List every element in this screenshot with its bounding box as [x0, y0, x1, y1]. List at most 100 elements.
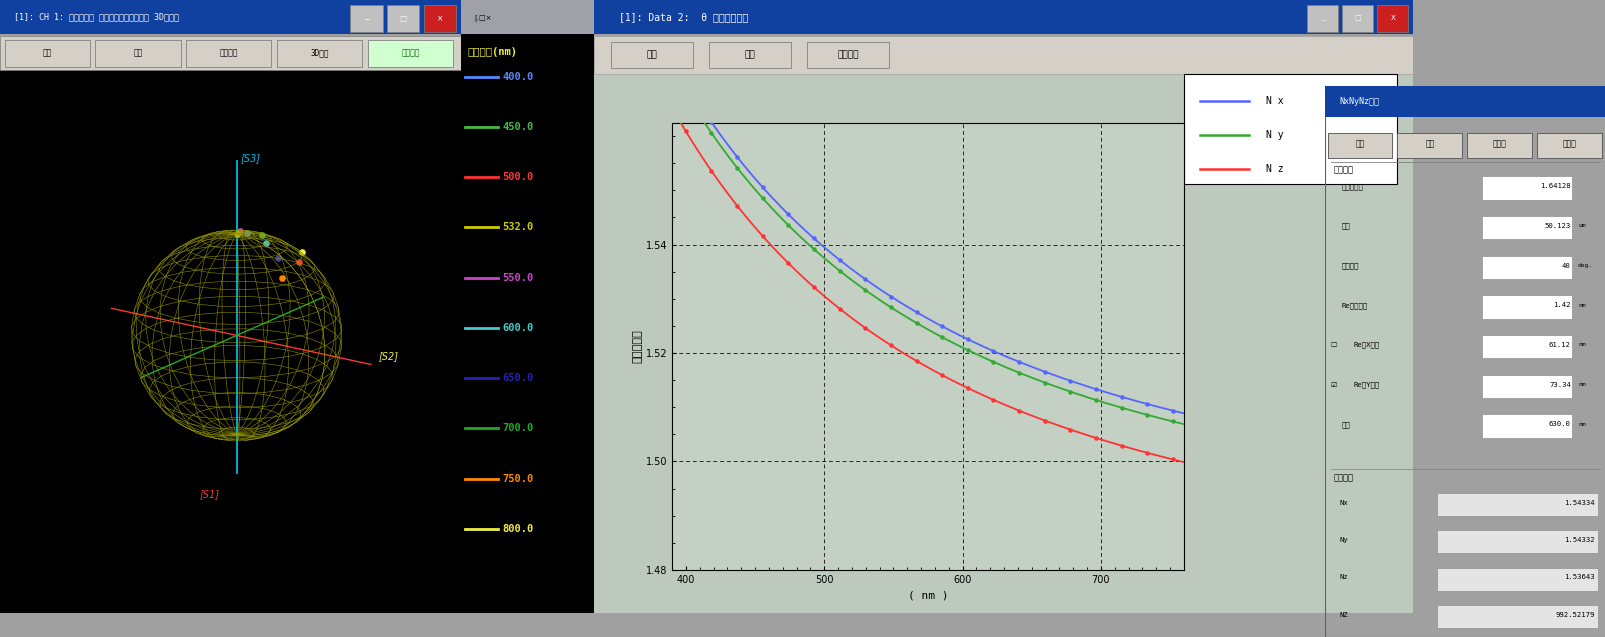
Bar: [1536, 133, 1600, 157]
Text: 3D設定: 3D設定: [310, 49, 329, 58]
Text: ×: ×: [437, 14, 443, 23]
Point: [981, 357, 1006, 367]
Text: N z: N z: [1265, 164, 1282, 173]
Point: [878, 302, 904, 312]
Text: 設定: 設定: [43, 49, 51, 58]
Text: 450.0: 450.0: [502, 122, 533, 132]
Text: 1.42: 1.42: [1552, 303, 1570, 308]
Point: [929, 321, 955, 331]
Point: [724, 201, 750, 211]
Text: 500.0: 500.0: [502, 172, 533, 182]
Text: um: um: [1576, 224, 1584, 229]
Text: deg.: deg.: [1576, 263, 1592, 268]
Bar: [594, 36, 1412, 73]
Text: 73.34: 73.34: [1549, 382, 1570, 388]
Text: 550.0: 550.0: [502, 273, 533, 283]
Text: 992.52179: 992.52179: [1554, 612, 1594, 618]
Text: 532.0: 532.0: [502, 222, 533, 233]
Point: [1082, 433, 1107, 443]
Bar: [0, 71, 461, 613]
Bar: [0, 36, 461, 71]
Bar: [368, 40, 453, 67]
Point: [904, 307, 929, 317]
Point: [955, 345, 981, 355]
Text: 800.0: 800.0: [502, 524, 533, 534]
Text: _: _: [1319, 15, 1323, 22]
Text: Nz: Nz: [1339, 575, 1347, 580]
Point: [955, 334, 981, 345]
Point: [724, 162, 750, 173]
Text: 平均屈折率: 平均屈折率: [1342, 183, 1363, 190]
Text: NxNyNz計算: NxNyNz計算: [1339, 97, 1379, 106]
Text: 650.0: 650.0: [502, 373, 533, 383]
Text: 印刷: 印刷: [745, 51, 754, 60]
Text: Re（水平）: Re（水平）: [1342, 302, 1367, 308]
Point: [1133, 448, 1159, 458]
Text: nm: nm: [1576, 343, 1584, 347]
Text: 1.54332: 1.54332: [1563, 537, 1594, 543]
Text: ☑: ☑: [1331, 382, 1335, 388]
Bar: [0, 0, 461, 34]
Text: nm: nm: [1576, 422, 1584, 427]
Bar: [1377, 5, 1408, 32]
Point: [801, 244, 827, 254]
Point: [955, 383, 981, 393]
Point: [878, 340, 904, 350]
Bar: [1481, 375, 1571, 398]
Text: 50.123: 50.123: [1544, 223, 1570, 229]
Point: [1032, 367, 1058, 377]
Bar: [1306, 5, 1337, 32]
Text: 700.0: 700.0: [502, 424, 533, 433]
Bar: [424, 5, 456, 32]
Point: [827, 304, 852, 314]
Point: [1056, 387, 1082, 397]
Bar: [276, 40, 363, 67]
Bar: [95, 40, 181, 67]
Point: [750, 182, 775, 192]
Point: [852, 274, 878, 284]
Point: [698, 128, 724, 138]
Text: 600.0: 600.0: [502, 323, 533, 333]
Point: [801, 282, 827, 292]
Point: [724, 152, 750, 162]
Text: 印刷: 印刷: [1424, 140, 1433, 148]
Point: [1133, 410, 1159, 420]
Bar: [594, 73, 1412, 613]
Point: [1107, 403, 1133, 413]
Text: 400.0: 400.0: [502, 71, 533, 82]
Text: 61.12: 61.12: [1549, 342, 1570, 348]
Bar: [1481, 255, 1571, 279]
Point: [750, 193, 775, 203]
Bar: [350, 5, 382, 32]
Bar: [1183, 73, 1396, 184]
Point: [1032, 415, 1058, 426]
Text: [.□×: [.□×: [473, 14, 491, 20]
Point: [981, 346, 1006, 356]
Point: [827, 266, 852, 276]
Bar: [1481, 176, 1571, 199]
Point: [929, 332, 955, 342]
Text: N x: N x: [1265, 96, 1282, 106]
Point: [1159, 417, 1184, 427]
Text: Re（X軸）: Re（X軸）: [1351, 341, 1379, 348]
Text: 波長: 波長: [1342, 421, 1350, 427]
X-axis label: ( nm ): ( nm ): [907, 590, 947, 600]
Point: [801, 233, 827, 243]
Point: [775, 210, 801, 220]
Text: 1.64128: 1.64128: [1539, 183, 1570, 189]
Bar: [1327, 133, 1392, 157]
Y-axis label: （屈折率）: （屈折率）: [632, 329, 642, 363]
Point: [1082, 395, 1107, 405]
Text: 1.54334: 1.54334: [1563, 499, 1594, 506]
Text: 630.0: 630.0: [1549, 421, 1570, 427]
Text: 数値表示: 数値表示: [220, 49, 238, 58]
Text: 1.53643: 1.53643: [1563, 575, 1594, 580]
Bar: [1436, 568, 1597, 590]
Bar: [807, 42, 889, 68]
Text: ─: ─: [364, 14, 369, 23]
Bar: [1436, 492, 1597, 516]
Point: [1006, 357, 1032, 367]
Point: [827, 255, 852, 265]
Bar: [1436, 530, 1597, 554]
Text: □: □: [400, 14, 406, 23]
